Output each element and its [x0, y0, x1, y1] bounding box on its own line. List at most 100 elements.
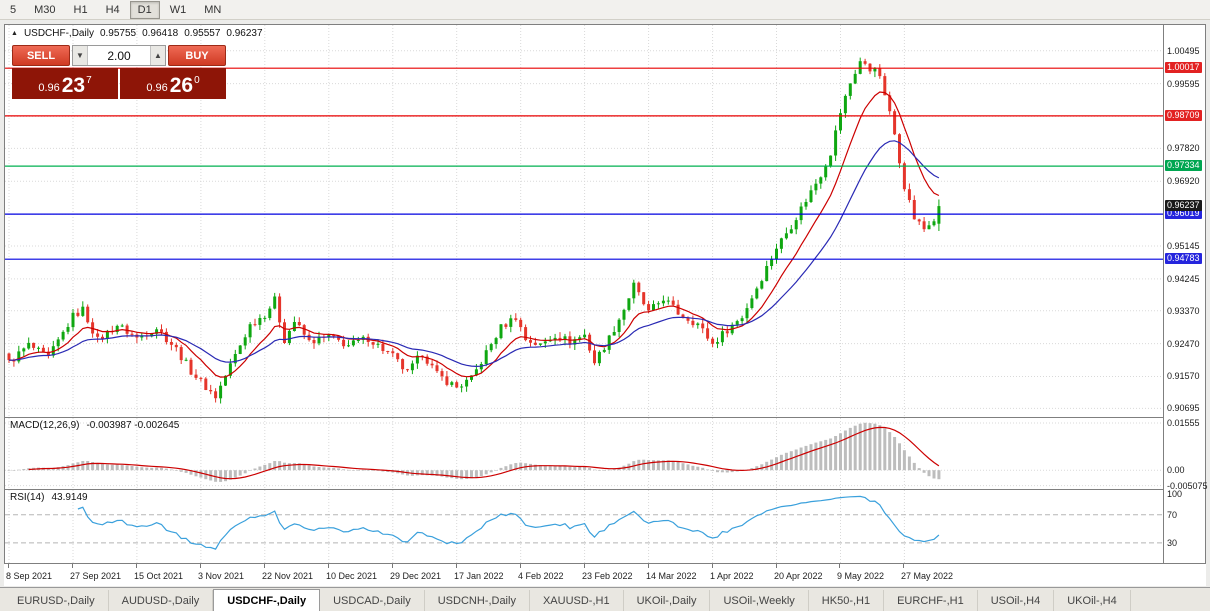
timeframe-m30[interactable]: M30	[34, 3, 56, 16]
timeframe-w1[interactable]: W1	[169, 3, 187, 16]
date-label: 29 Dec 2021	[390, 571, 442, 581]
rsi-value: 43.9149	[51, 492, 88, 503]
date-tick	[456, 564, 457, 568]
date-tick	[136, 564, 137, 568]
timeframe-h1[interactable]: H1	[73, 3, 88, 16]
chart-symbol-label: USDCHF-,Daily	[23, 28, 94, 39]
price-axis-label: 0.92470	[1167, 339, 1200, 349]
date-tick	[264, 564, 265, 568]
timeframe-toolbar: 5 M30 H1 H4 D1 W1 MN	[0, 0, 1210, 20]
date-label: 15 Oct 2021	[134, 571, 184, 581]
macd-axis-label: -0.005075	[1167, 481, 1208, 491]
chart-tab-audusd-daily[interactable]: AUDUSD-,Daily	[109, 590, 214, 611]
timeframe-h4[interactable]: H4	[105, 3, 120, 16]
buy-price-display[interactable]: 0.96 26 0	[120, 68, 226, 99]
volume-decrease-icon[interactable]: ▼	[73, 46, 88, 65]
sell-button[interactable]: SELL	[12, 45, 70, 66]
price-axis-label: 0.93370	[1167, 306, 1200, 316]
date-tick	[72, 564, 73, 568]
date-label: 10 Dec 2021	[326, 571, 378, 581]
date-label: 27 Sep 2021	[70, 571, 122, 581]
date-tick	[200, 564, 201, 568]
price-axis-label: 0.99595	[1167, 79, 1200, 89]
date-tick	[712, 564, 713, 568]
panel-separator[interactable]	[5, 489, 1205, 490]
price-level-badge: 0.97334	[1165, 160, 1202, 171]
date-label: 9 May 2022	[837, 571, 885, 581]
chart-tab-usdcad-daily[interactable]: USDCAD-,Daily	[320, 590, 425, 611]
date-tick	[648, 564, 649, 568]
chart-tab-ukoil-daily[interactable]: UKOil-,Daily	[624, 590, 711, 611]
date-label: 3 Nov 2021	[198, 571, 245, 581]
date-label: 20 Apr 2022	[774, 571, 823, 581]
date-label: 14 Mar 2022	[646, 571, 697, 581]
rsi-axis-label: 70	[1167, 510, 1178, 520]
price-level-badge: 0.96019	[1165, 208, 1202, 219]
price-axis-label: 0.90695	[1167, 403, 1200, 413]
one-click-trade-panel: SELL ▼ 2.00 ▲ BUY 0.96 23 7 0.96 26 0	[12, 45, 226, 99]
chart-tab-usdcnh-daily[interactable]: USDCNH-,Daily	[425, 590, 530, 611]
chart-tab-eurchf-h1[interactable]: EURCHF-,H1	[884, 590, 978, 611]
macd-title-label: MACD(12,26,9)	[10, 420, 80, 431]
candlestick-chart[interactable]	[5, 25, 1163, 417]
ohlc-high: 0.96418	[142, 28, 179, 39]
buy-price-base: 0.96	[146, 82, 168, 94]
price-axis[interactable]: 1.00495 0.99595 0.97820 0.96920 0.95145 0.942…	[1163, 25, 1208, 563]
chart-tab-hk50-h1[interactable]: HK50-,H1	[809, 590, 885, 611]
chart-info-line: ▲ USDCHF-,Daily 0.95755 0.96418 0.95557 …	[11, 28, 263, 39]
date-label: 27 May 2022	[901, 571, 954, 581]
one-click-collapse-icon[interactable]: ▲	[11, 30, 18, 37]
price-axis-label: 0.94245	[1167, 274, 1200, 284]
rsi-header: RSI(14) 43.9149	[10, 492, 88, 503]
rsi-title-label: RSI(14)	[10, 492, 45, 503]
sell-price-base: 0.96	[38, 82, 60, 94]
volume-increase-icon[interactable]: ▲	[150, 46, 165, 65]
date-label: 23 Feb 2022	[582, 571, 633, 581]
chart-tab-usoil-h4[interactable]: USOil-,H4	[978, 590, 1055, 611]
date-label: 8 Sep 2021	[6, 571, 53, 581]
price-axis-label: 0.96920	[1167, 176, 1200, 186]
timeframe-mn[interactable]: MN	[204, 3, 222, 16]
chart-tabs-bar: EURUSD-,Daily AUDUSD-,Daily USDCHF-,Daily U…	[0, 587, 1210, 611]
date-tick	[839, 564, 840, 568]
macd-axis-label: 0.01555	[1167, 418, 1200, 428]
sell-price-display[interactable]: 0.96 23 7	[12, 68, 118, 99]
chart-tab-eurusd-daily[interactable]: EURUSD-,Daily	[4, 590, 109, 611]
rsi-indicator-chart[interactable]	[5, 490, 1163, 564]
buy-button[interactable]: BUY	[168, 45, 226, 66]
date-tick	[520, 564, 521, 568]
price-axis-label: 0.97820	[1167, 143, 1200, 153]
chart-tab-usoil-weekly[interactable]: USOil-,Weekly	[710, 590, 809, 611]
macd-header: MACD(12,26,9) -0.003987 -0.002645	[10, 420, 179, 431]
date-tick	[903, 564, 904, 568]
ohlc-low: 0.95557	[184, 28, 221, 39]
price-axis-label: 1.00495	[1167, 46, 1200, 56]
time-axis[interactable]: 8 Sep 2021 27 Sep 2021 15 Oct 2021 3 Nov 20…	[4, 564, 1206, 586]
volume-input[interactable]: 2.00	[107, 48, 131, 63]
date-label: 1 Apr 2022	[710, 571, 754, 581]
chart-tab-xauusd-h1[interactable]: XAUUSD-,H1	[530, 590, 624, 611]
date-tick	[776, 564, 777, 568]
chart-region: 1.00495 0.99595 0.97820 0.96920 0.95145 0.942…	[4, 24, 1208, 564]
sell-price-pips: 23	[61, 74, 86, 98]
price-level-badge: 1.00017	[1165, 62, 1202, 73]
macd-values: -0.003987 -0.002645	[86, 420, 180, 431]
rsi-axis-label: 30	[1167, 538, 1178, 548]
timeframe-d1[interactable]: D1	[129, 0, 160, 19]
rsi-axis-label: 100	[1167, 489, 1183, 499]
price-level-badge: 0.94783	[1165, 253, 1202, 264]
buy-price-pips: 26	[169, 74, 194, 98]
chart-tab-ukoil-h4[interactable]: UKOil-,H4	[1054, 590, 1131, 611]
sell-price-point: 7	[86, 75, 92, 86]
price-level-badge: 0.98709	[1165, 110, 1202, 121]
macd-indicator-chart[interactable]	[5, 418, 1163, 489]
date-tick	[328, 564, 329, 568]
price-level-badge: 0.96237	[1165, 200, 1202, 211]
timeframe-5[interactable]: 5	[10, 3, 17, 16]
panel-separator[interactable]	[5, 417, 1205, 418]
price-axis-label: 0.95145	[1167, 241, 1200, 251]
date-tick	[392, 564, 393, 568]
chart-tab-usdchf-daily[interactable]: USDCHF-,Daily	[213, 589, 321, 611]
date-label: 22 Nov 2021	[262, 571, 314, 581]
date-label: 17 Jan 2022	[454, 571, 504, 581]
